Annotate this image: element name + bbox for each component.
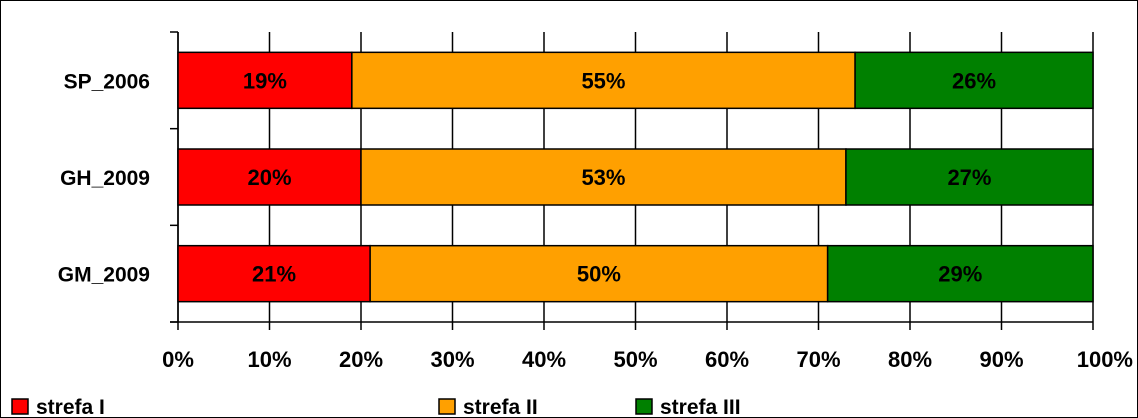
data-label: 27% <box>947 165 991 190</box>
bar-segment <box>826 244 1094 303</box>
data-label: 26% <box>952 68 996 93</box>
x-tick-label: 40% <box>522 347 566 372</box>
data-label: 21% <box>252 262 296 287</box>
data-label: 55% <box>581 68 625 93</box>
x-tick-label: 10% <box>247 347 291 372</box>
category-label: GH_2009 <box>60 167 150 190</box>
bar-segment <box>845 148 1094 206</box>
x-tick-label: 70% <box>796 347 840 372</box>
legend-swatch <box>11 398 29 415</box>
legend-label: strefa I <box>36 396 105 418</box>
category-label: GM_2009 <box>58 264 150 287</box>
legend-swatch <box>438 398 456 415</box>
bar-segment <box>360 148 847 206</box>
bar-segment <box>177 51 353 110</box>
data-label: 19% <box>243 68 287 93</box>
bar-segment <box>351 51 856 110</box>
x-tick-label: 0% <box>162 347 194 372</box>
x-tick-label: 90% <box>979 347 1023 372</box>
data-label: 53% <box>581 165 625 190</box>
legend-label: strefa II <box>463 396 538 418</box>
x-tick-label: 80% <box>888 347 932 372</box>
x-tick-label: 20% <box>339 347 383 372</box>
x-tick-label: 60% <box>705 347 749 372</box>
x-tick-label: 100% <box>1077 347 1133 372</box>
bar-segment <box>854 51 1094 110</box>
category-label: SP_2006 <box>64 70 150 93</box>
legend-swatch <box>635 398 653 415</box>
x-tick-label: 50% <box>613 347 657 372</box>
bar-segment <box>369 244 829 303</box>
data-label: 50% <box>577 262 621 287</box>
x-tick-label: 30% <box>430 347 474 372</box>
bar-segment <box>177 244 371 303</box>
data-label: 29% <box>938 262 982 287</box>
data-label: 20% <box>247 165 291 190</box>
legend-label: strefa III <box>660 396 741 418</box>
